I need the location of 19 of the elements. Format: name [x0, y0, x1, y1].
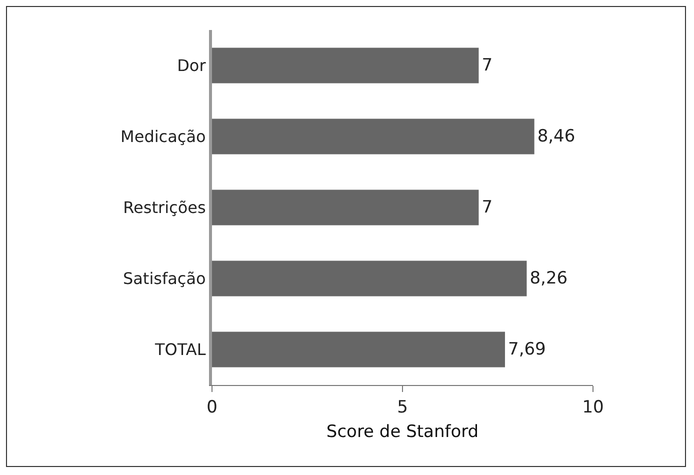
data-label: 7 — [482, 198, 493, 218]
data-label: 8,26 — [530, 268, 568, 288]
y-tick-label: Dor — [177, 56, 206, 76]
x-tick-label: 5 — [397, 397, 408, 418]
data-label: 8,46 — [537, 126, 576, 146]
y-tick-label: TOTAL — [154, 340, 206, 360]
bar — [212, 260, 527, 296]
x-axis-title: Score de Stanford — [326, 422, 479, 442]
y-tick-label: Restrições — [123, 198, 206, 218]
bar — [212, 332, 505, 368]
data-label: 7 — [482, 56, 493, 76]
bar — [212, 48, 479, 84]
x-tick-label: 10 — [582, 397, 604, 418]
data-label: 7,69 — [508, 340, 546, 360]
bar — [212, 190, 479, 226]
y-tick-label: Medicação — [120, 127, 206, 146]
bar — [212, 118, 534, 154]
x-tick-label: 0 — [206, 397, 218, 418]
y-tick-label: Satisfação — [122, 269, 206, 288]
